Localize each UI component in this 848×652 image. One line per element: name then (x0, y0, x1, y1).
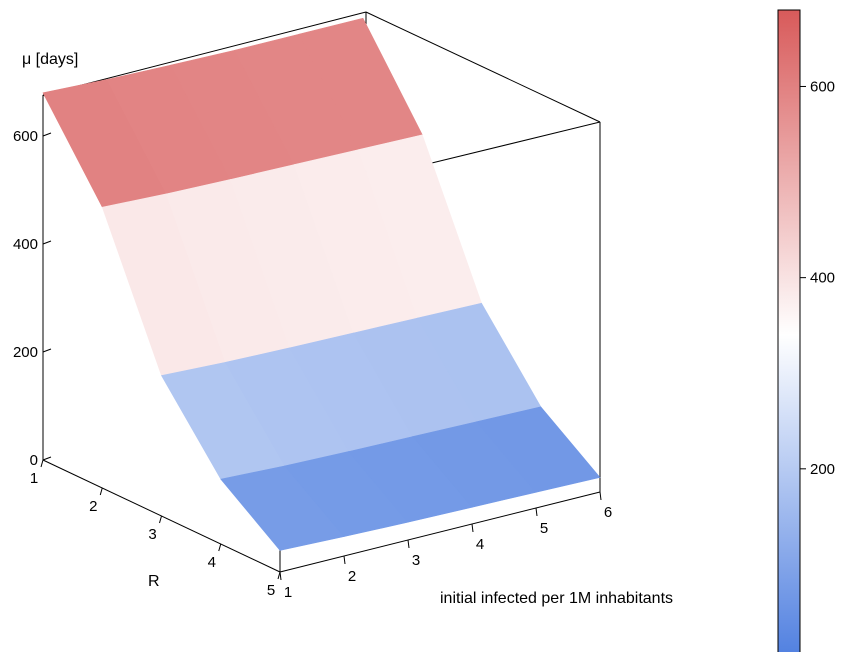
z-axis-label: μ [days] (22, 51, 78, 68)
x-axis-ticks: 1 2 3 4 5 6 (279, 491, 612, 601)
x-tick-mark (279, 571, 282, 581)
y-axis-label: R (148, 573, 160, 590)
y-tick-label: 4 (208, 554, 216, 571)
x-tick-label: 4 (476, 536, 484, 553)
colorbar-tick-label: 600 (810, 78, 835, 95)
x-tick-mark (535, 507, 538, 517)
z-tick-mark (42, 456, 52, 461)
x-tick-label: 3 (412, 552, 420, 569)
z-tick-mark (42, 240, 52, 245)
colorbar (777, 9, 801, 652)
x-axis-label: initial infected per 1M inhabitants (440, 590, 673, 607)
x-tick-label: 1 (284, 584, 292, 601)
z-tick-label: 0 (30, 452, 38, 469)
x-tick-mark (407, 539, 410, 549)
z-tick-mark (42, 348, 52, 353)
y-tick-mark (99, 487, 103, 496)
y-tick-label: 3 (148, 526, 156, 543)
x-tick-mark (471, 523, 474, 533)
y-tick-label: 2 (89, 498, 97, 515)
z-tick-label: 600 (13, 128, 38, 145)
surface-mesh (42, 17, 601, 551)
y-tick-label: 5 (267, 582, 275, 599)
y-tick-mark (218, 543, 222, 552)
surface-cell (476, 406, 601, 493)
z-tick-label: 200 (13, 344, 38, 361)
x-tick-label: 5 (540, 520, 548, 537)
y-tick-mark (40, 459, 44, 468)
x-tick-label: 6 (604, 504, 612, 521)
y-tick-mark (159, 515, 162, 524)
x-tick-mark (343, 555, 346, 565)
z-tick-label: 400 (13, 236, 38, 253)
x-tick-mark (599, 491, 602, 501)
colorbar-tick-label: 200 (810, 461, 835, 478)
colorbar-tick-label: 400 (810, 270, 835, 287)
y-tick-label: 1 (30, 470, 38, 487)
z-tick-mark (42, 132, 52, 137)
colorbar-ticks: 200 400 600 (800, 78, 835, 478)
z-axis-ticks: 0 200 400 600 (13, 128, 52, 469)
x-tick-label: 2 (348, 568, 356, 585)
